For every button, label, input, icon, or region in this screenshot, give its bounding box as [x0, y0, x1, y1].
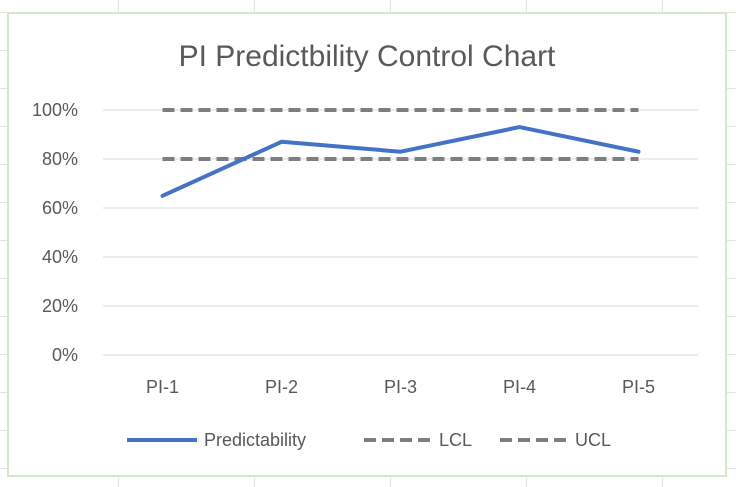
- series-lines: [160, 108, 641, 198]
- x-axis-tick-labels: PI-1 PI-2 PI-3 PI-4 PI-5: [146, 377, 655, 397]
- y-axis-tick-labels: 0% 20% 40% 60% 80% 100%: [32, 100, 78, 365]
- y-tick-label: 60%: [42, 198, 78, 218]
- y-tick-label: 20%: [42, 296, 78, 316]
- x-tick-label: PI-3: [384, 377, 417, 397]
- x-tick-label: PI-2: [265, 377, 298, 397]
- legend-label: UCL: [575, 430, 611, 450]
- series-line-predictability: [160, 125, 641, 198]
- legend-label: LCL: [439, 430, 472, 450]
- legend-label: Predictability: [204, 430, 306, 450]
- legend: Predictability LCL UCL: [127, 430, 611, 450]
- y-tick-label: 80%: [42, 149, 78, 169]
- y-tick-label: 0%: [52, 345, 78, 365]
- x-tick-label: PI-1: [146, 377, 179, 397]
- chart-area[interactable]: [7, 12, 727, 477]
- y-tick-label: 100%: [32, 100, 78, 120]
- x-tick-label: PI-5: [622, 377, 655, 397]
- y-tick-label: 40%: [42, 247, 78, 267]
- x-tick-label: PI-4: [503, 377, 536, 397]
- chart-title: PI Predictbility Control Chart: [179, 40, 556, 73]
